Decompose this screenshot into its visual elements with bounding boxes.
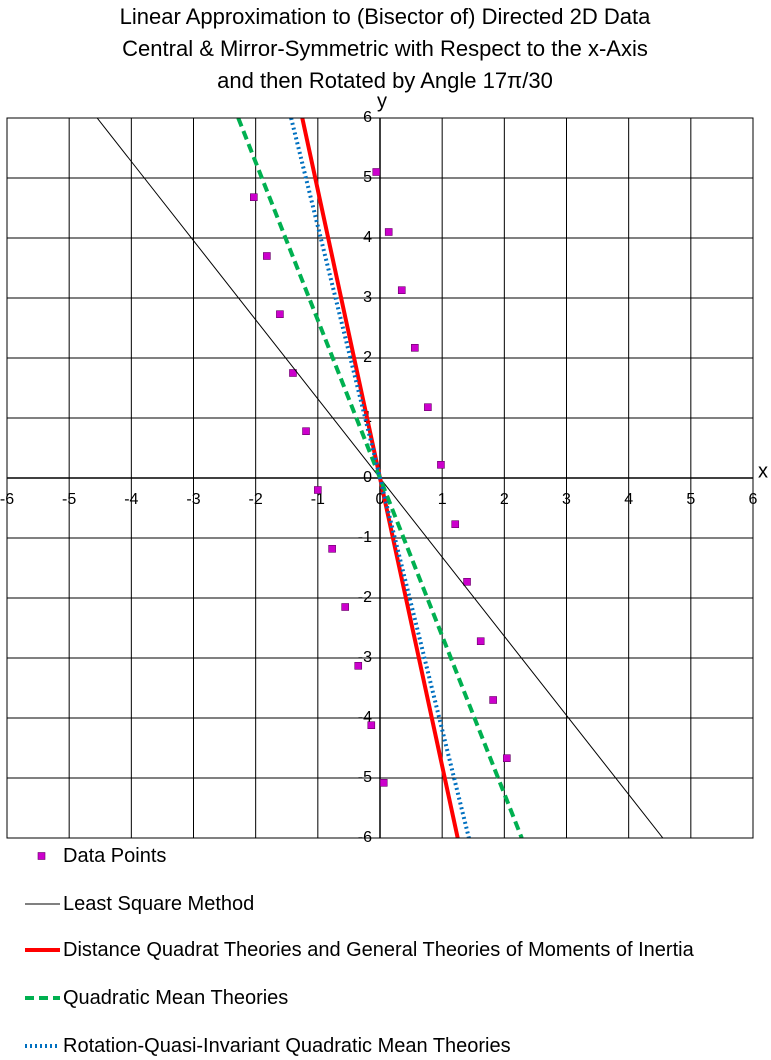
legend-label: Distance Quadrat Theories and General Th… (63, 939, 694, 961)
data-point (354, 661, 363, 670)
data-point (367, 721, 376, 730)
data-point (397, 286, 406, 295)
y-tick-label: 5 (363, 169, 372, 186)
data-point (302, 427, 310, 436)
fit-line (289, 118, 471, 838)
x-tick-label: 4 (624, 491, 633, 508)
x-axis-label: x (758, 460, 768, 482)
y-tick-label: -2 (358, 589, 372, 606)
chart-title-line: Linear Approximation to (Bisector of) Di… (120, 4, 651, 29)
x-tick-label: -4 (124, 491, 138, 508)
x-tick-label: 1 (438, 491, 447, 508)
y-tick-label: 3 (363, 289, 372, 306)
y-tick-label: -1 (358, 529, 372, 546)
legend-label: Rotation-Quasi-Invariant Quadratic Mean … (63, 1035, 511, 1057)
y-tick-label: 2 (363, 349, 372, 366)
data-point (463, 577, 471, 586)
x-tick-label: -5 (62, 491, 76, 508)
data-point (314, 486, 322, 494)
legend-label: Quadratic Mean Theories (63, 987, 289, 1009)
data-point (379, 778, 388, 787)
data-point (289, 369, 297, 377)
chart-title-line: Central & Mirror-Symmetric with Respect … (122, 36, 648, 61)
data-point (437, 460, 445, 469)
x-tick-label: -3 (186, 491, 200, 508)
legend-label: Data Points (63, 845, 167, 867)
data-point (476, 637, 485, 646)
legend-marker (37, 852, 46, 860)
data-point (341, 603, 349, 611)
legend-label: Least Square Method (63, 893, 255, 915)
plot-border (6, 117, 754, 839)
data-point (250, 193, 258, 201)
data-point (489, 696, 497, 704)
y-tick-label: -3 (358, 649, 372, 666)
data-point (424, 403, 432, 412)
data-point (372, 168, 381, 176)
y-tick-label: -5 (358, 769, 372, 786)
data-point (384, 228, 393, 236)
y-tick-label: 4 (363, 229, 372, 246)
data-point (451, 520, 460, 529)
chart-title-line: and then Rotated by Angle 17π/30 (217, 68, 553, 93)
data-point (276, 310, 284, 319)
data-point (263, 252, 271, 260)
data-point (411, 343, 419, 352)
data-point (328, 544, 336, 553)
x-tick-label: 3 (562, 491, 571, 508)
y-axis-label: y (377, 90, 387, 112)
x-tick-label: -2 (249, 491, 263, 508)
x-tick-label: 2 (500, 491, 509, 508)
data-point (503, 754, 511, 763)
x-tick-label: -1 (311, 491, 325, 508)
x-tick-label: 5 (686, 491, 695, 508)
